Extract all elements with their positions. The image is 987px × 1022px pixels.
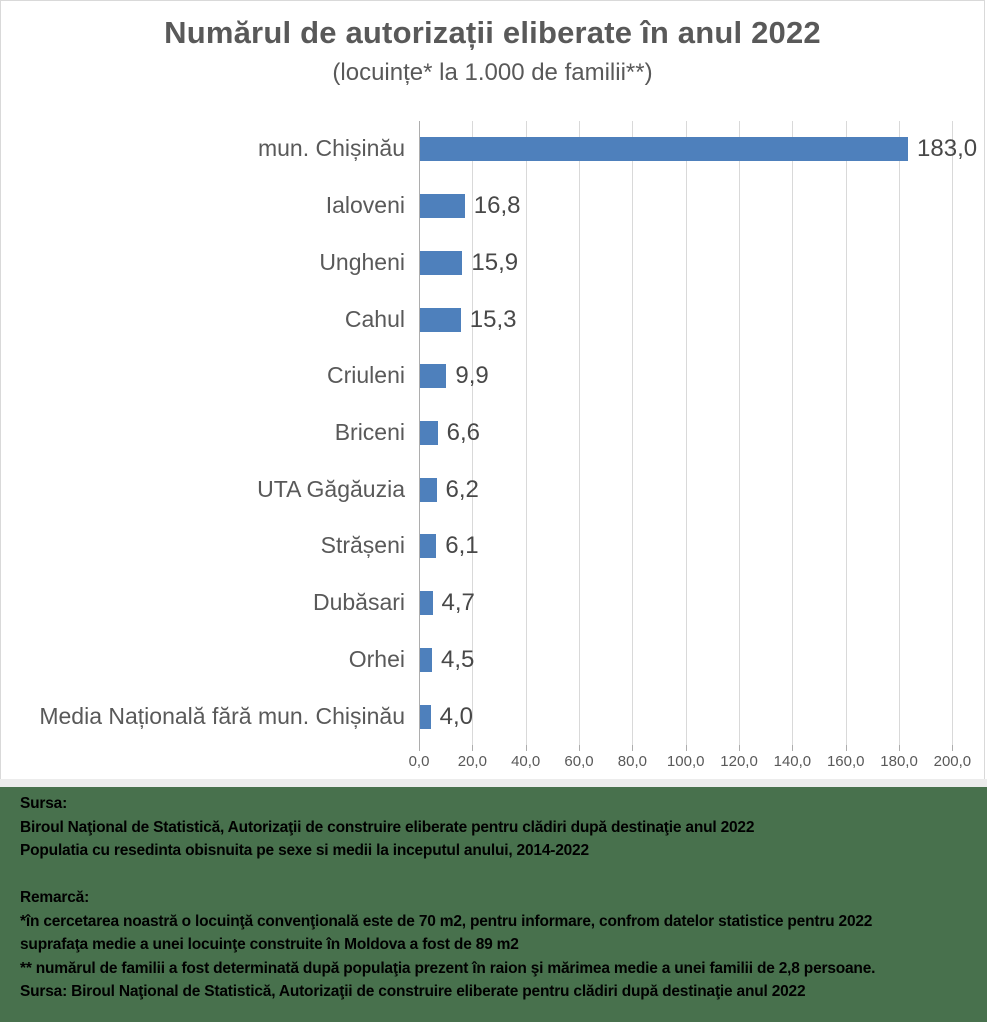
x-axis-tick	[472, 745, 474, 751]
chart-footer-divider	[0, 779, 987, 787]
gridline	[472, 121, 474, 745]
value-label: 16,8	[473, 192, 521, 220]
bar	[420, 647, 432, 672]
category-label: Orhei	[348, 645, 405, 672]
bar-chart: Numărul de autorizații eliberate în anul…	[0, 0, 985, 787]
chart-title: Numărul de autorizații eliberate în anul…	[164, 15, 821, 50]
footer-line: Populatia cu resedinta obisnuita pe sexe…	[20, 842, 589, 859]
gridline	[792, 121, 794, 745]
gridline	[845, 121, 847, 745]
gridline	[685, 121, 687, 745]
category-label: Media Națională fără mun. Chișinău	[39, 702, 405, 729]
x-axis-tick-label: 100,0	[666, 753, 705, 770]
x-axis-tick	[632, 745, 634, 751]
category-label: Briceni	[334, 419, 405, 445]
footer-line: Remarcă:	[20, 889, 90, 906]
source-footer: Sursa: Biroul Naţional de Statistică, Au…	[0, 787, 987, 1022]
category-label: Criuleni	[327, 362, 405, 389]
x-axis-tick-label: 200,0	[933, 753, 972, 770]
x-axis-tick-label: 140,0	[773, 753, 812, 770]
x-axis-tick	[792, 745, 794, 751]
x-axis-tick-label: 120,0	[720, 753, 758, 770]
footer-line-blank	[20, 863, 977, 887]
bar	[420, 194, 465, 219]
x-axis-tick-label: 80,0	[617, 753, 647, 770]
x-axis-tick	[525, 745, 527, 751]
category-label: Ungheni	[319, 248, 405, 275]
x-axis-tick-label: 40,0	[511, 753, 541, 770]
category-label: Dubăsari	[312, 589, 405, 616]
x-axis-tick	[739, 745, 741, 751]
value-label: 4,5	[441, 645, 475, 673]
x-axis-tick	[419, 745, 420, 751]
bar	[420, 534, 437, 559]
x-axis-tick	[952, 745, 954, 751]
x-axis-tick	[899, 745, 901, 751]
value-label: 6,2	[445, 475, 479, 503]
value-label: 183,0	[917, 135, 978, 163]
footer-line: ** numărul de familii a fost determinată…	[20, 959, 876, 977]
category-label: UTA Găgăuzia	[257, 475, 405, 502]
bar	[420, 477, 437, 502]
bar	[420, 591, 433, 616]
value-label: 4,0	[439, 702, 474, 730]
footer-line: Sursa:	[20, 795, 68, 812]
gridline	[632, 121, 634, 745]
bar	[420, 307, 461, 332]
y-axis-line	[419, 121, 420, 745]
category-label: mun. Chișinău	[257, 135, 405, 162]
bar	[420, 704, 431, 729]
gridline	[739, 121, 741, 745]
footer-line: Biroul Naţional de Statistică, Autorizaţ…	[20, 818, 755, 836]
value-label: 6,1	[445, 532, 479, 560]
footer-line: Sursa: Biroul Naţional de Statistică, Au…	[20, 983, 806, 1000]
x-axis-tick-label: 180,0	[880, 753, 918, 770]
x-axis-tick-label: 0,0	[408, 753, 430, 770]
x-axis-tick	[685, 745, 687, 751]
value-label: 15,3	[469, 305, 517, 333]
value-label: 9,9	[455, 362, 489, 390]
x-axis-tick-label: 20,0	[457, 753, 487, 770]
value-label: 4,7	[441, 589, 475, 617]
bar	[420, 137, 909, 162]
footer-line: suprafaţa medie a unei locuinţe construi…	[20, 936, 519, 953]
value-label: 15,9	[471, 248, 519, 276]
bar	[420, 421, 438, 445]
gridline	[899, 121, 901, 745]
category-label: Cahul	[344, 305, 405, 332]
plot-area: 0,0 20,0 40,0 60,0 80,0 100,0 120,0 140,0 160,0 1…	[1, 1, 984, 787]
gridline	[579, 121, 581, 745]
chart-subtitle: (locuințe* la 1.000 de familii**)	[332, 59, 653, 86]
value-label: 6,6	[446, 419, 480, 446]
gridline	[952, 121, 954, 745]
bar	[420, 364, 447, 389]
x-axis-tick	[845, 745, 847, 751]
footer-line: *în cercetarea noastră o locuinţă conven…	[20, 912, 873, 930]
gridline	[525, 121, 527, 745]
x-axis-tick	[579, 745, 581, 751]
x-axis-tick-label: 160,0	[826, 753, 865, 770]
x-axis-tick-label: 60,0	[564, 753, 594, 770]
category-label: Strășeni	[320, 532, 405, 559]
bar	[420, 250, 463, 275]
category-label: Ialoveni	[325, 192, 405, 219]
